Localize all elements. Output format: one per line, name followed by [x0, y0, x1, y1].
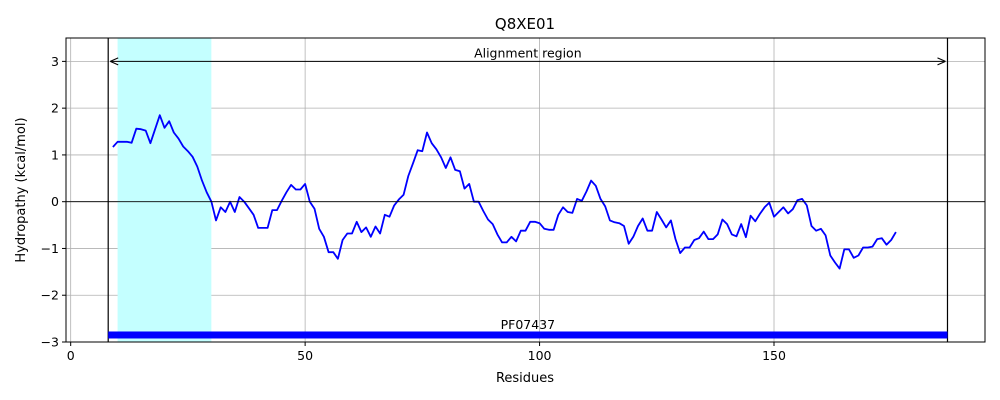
domain-bar: [108, 331, 948, 339]
series-layer: [112, 114, 897, 270]
y-tick-label: −1: [41, 241, 59, 256]
highlight-layer: [117, 38, 212, 342]
x-axis-label: Residues: [496, 371, 554, 386]
y-tick-label: 0: [51, 194, 59, 209]
plot-frame: [65, 37, 986, 343]
x-tick-label: 100: [528, 348, 552, 363]
x-tick-label: 0: [67, 348, 75, 363]
x-tick-label: 150: [762, 348, 786, 363]
alignment-region-label: Alignment region: [474, 45, 582, 60]
y-tick-label: −2: [41, 288, 59, 303]
hydropathy-series-line: [112, 114, 897, 270]
y-axis-label: Hydropathy (kcal/mol): [14, 117, 29, 262]
alignment-arrowhead-left: [109, 57, 119, 66]
highlight-region: [117, 38, 212, 342]
y-tick-label: 3: [51, 54, 59, 69]
y-tick-label: 2: [51, 101, 59, 116]
x-tick-label: 50: [297, 348, 313, 363]
annotation-layer: Alignment region PF07437: [66, 38, 985, 342]
x-axis-ticks: 0 50 100 150: [67, 342, 786, 363]
y-tick-label: −3: [41, 335, 59, 350]
y-tick-label: 1: [51, 147, 59, 162]
domain-label: PF07437: [501, 317, 556, 332]
alignment-arrowhead-right: [937, 57, 946, 66]
y-axis-ticks: −3 −2 −1 0 1 2 3: [41, 54, 66, 350]
chart-title: Q8XE01: [495, 15, 555, 33]
